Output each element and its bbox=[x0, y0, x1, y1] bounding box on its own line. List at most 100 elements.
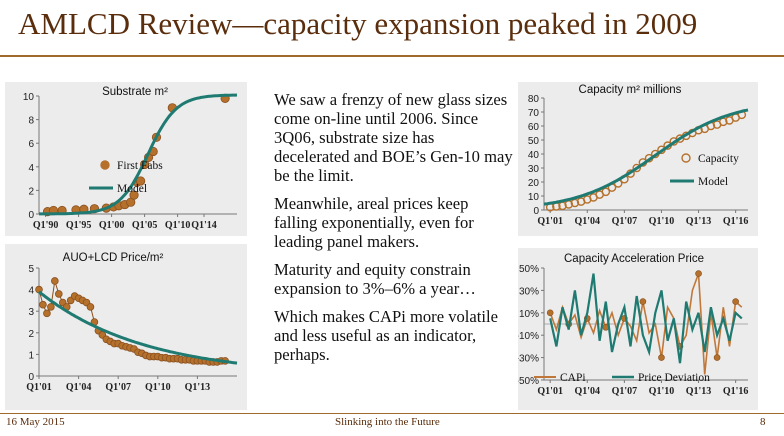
x-tick-label: Q1'10 bbox=[649, 216, 675, 227]
price-chart: AUO+LCD Price/m² 0 1 2 3 4 5 Q1'01 Q1'04 Q1'07 Q1'… bbox=[26, 252, 238, 393]
x-tick-label: Q1'01 bbox=[537, 216, 563, 227]
y-tick-label: 10% bbox=[519, 309, 539, 320]
data-point bbox=[601, 187, 611, 197]
legend-marker bbox=[100, 160, 110, 170]
data-point bbox=[632, 163, 642, 173]
footer-title: Slinking into the Future bbox=[335, 416, 440, 428]
acceleration-chart: Capacity Acceleration Price -50% -30% -10% 1… bbox=[518, 253, 749, 397]
title-rule bbox=[0, 55, 784, 57]
x-tick-label: Q1'00 bbox=[99, 220, 125, 231]
y-tick-label: 20 bbox=[528, 178, 540, 189]
x-tick-label: Q1'07 bbox=[612, 386, 638, 397]
y-tick-label: 0 bbox=[28, 372, 34, 383]
acceleration-chart-panel: Capacity Acceleration Price -50% -30% -10% 1… bbox=[518, 248, 758, 410]
data-point bbox=[136, 176, 146, 186]
series-line bbox=[549, 273, 743, 364]
y-tick-label: -10% bbox=[518, 331, 539, 342]
x-tick-label: Q1'05 bbox=[132, 220, 158, 231]
chart-title: Capacity Acceleration Price bbox=[564, 253, 704, 265]
footer-rule bbox=[0, 413, 784, 414]
paragraph-3: Maturity and equity constrain expansion … bbox=[274, 260, 476, 298]
footer-date: 16 May 2015 bbox=[6, 416, 65, 428]
x-tick-label: Q1'14 bbox=[191, 220, 217, 231]
substrate-chart-panel: Substrate m² 0 2 4 6 8 10 Q1'90 Q1'95 Q1'00 Q1'05 Q… bbox=[5, 82, 247, 236]
data-point bbox=[732, 298, 739, 305]
body-text: We saw a frenzy of new glass sizes come … bbox=[274, 90, 514, 373]
y-tick-label: 5 bbox=[28, 264, 34, 275]
data-point bbox=[639, 298, 647, 305]
x-tick-label: Q1'07 bbox=[612, 216, 638, 227]
x-tick-label: Q1'16 bbox=[723, 386, 749, 397]
chart-title: AUO+LCD Price/m² bbox=[63, 252, 164, 264]
y-tick-label: 50 bbox=[528, 136, 540, 147]
y-tick-label: -30% bbox=[518, 354, 539, 365]
x-tick-label: Q1'16 bbox=[723, 216, 749, 227]
data-point bbox=[658, 354, 665, 361]
x-tick-label: Q1'04 bbox=[574, 386, 600, 397]
footer-page-number: 8 bbox=[760, 416, 766, 428]
legend-label: Capacity bbox=[698, 153, 739, 165]
y-tick-label: 4 bbox=[28, 163, 34, 174]
price-chart-panel: AUO+LCD Price/m² 0 1 2 3 4 5 Q1'01 Q1'04 Q1'07 Q1'… bbox=[5, 244, 247, 410]
y-tick-label: -50% bbox=[518, 376, 539, 387]
data-point bbox=[713, 354, 721, 361]
data-point bbox=[86, 303, 95, 311]
y-tick-label: 1 bbox=[28, 350, 34, 361]
capacity-chart: Capacity m² millions 0 10 20 30 40 50 60 70 80 Q1'… bbox=[528, 84, 749, 227]
y-tick-label: 4 bbox=[28, 286, 34, 297]
data-point bbox=[39, 300, 47, 309]
y-tick-label: 3 bbox=[28, 307, 34, 318]
y-tick-label: 0 bbox=[28, 210, 34, 221]
x-tick-label: Q1'95 bbox=[66, 220, 92, 231]
legend-label: Model bbox=[117, 183, 147, 195]
x-tick-label: Q1'13 bbox=[686, 386, 712, 397]
model-line bbox=[38, 290, 238, 365]
y-tick-label: 0 bbox=[533, 206, 539, 217]
x-tick-label: Q1'04 bbox=[66, 382, 92, 393]
substrate-chart: Substrate m² 0 2 4 6 8 10 Q1'90 Q1'95 Q1'00 Q1'05 Q… bbox=[23, 86, 238, 231]
chart-title: Substrate m² bbox=[102, 86, 168, 98]
x-tick-label: Q1'07 bbox=[105, 382, 131, 393]
data-point bbox=[695, 270, 702, 277]
legend-label: First Fabs bbox=[117, 160, 163, 172]
chart-title: Capacity m² millions bbox=[579, 84, 682, 96]
data-point bbox=[129, 190, 139, 200]
legend-label: CAPi bbox=[560, 372, 586, 384]
paragraph-2: Meanwhile, areal prices keep falling exp… bbox=[274, 194, 474, 251]
y-tick-label: 10 bbox=[23, 92, 35, 103]
y-tick-label: 6 bbox=[28, 139, 34, 150]
x-tick-label: Q1'01 bbox=[26, 382, 52, 393]
y-tick-label: 50% bbox=[519, 264, 539, 275]
data-point bbox=[43, 309, 51, 318]
x-tick-label: Q1'10 bbox=[649, 386, 675, 397]
x-tick-label: Q1'10 bbox=[145, 382, 171, 393]
data-point bbox=[54, 290, 63, 298]
data-point bbox=[51, 277, 59, 285]
y-tick-label: 30 bbox=[528, 164, 540, 175]
y-tick-label: 70 bbox=[528, 108, 540, 119]
x-tick-label: Q1'10 bbox=[165, 220, 191, 231]
x-tick-label: Q1'13 bbox=[185, 382, 211, 393]
data-point bbox=[546, 309, 554, 317]
legend-marker bbox=[681, 153, 691, 163]
y-tick-label: 60 bbox=[528, 122, 540, 133]
model-line bbox=[543, 108, 749, 206]
y-tick-label: 80 bbox=[528, 94, 540, 105]
capacity-chart-panel: Capacity m² millions 0 10 20 30 40 50 60 70 80 Q1'… bbox=[518, 82, 758, 236]
legend-label: Model bbox=[698, 176, 728, 188]
x-tick-label: Q1'04 bbox=[574, 216, 600, 227]
slide-title: AMLCD Review—capacity expansion peaked i… bbox=[18, 6, 698, 41]
y-tick-label: 8 bbox=[28, 116, 34, 127]
x-tick-label: Q1'01 bbox=[537, 386, 563, 397]
y-tick-label: 10 bbox=[528, 192, 540, 203]
y-tick-label: 2 bbox=[28, 329, 34, 340]
legend-label: Price Deviation bbox=[638, 372, 710, 384]
y-tick-label: 40 bbox=[528, 150, 540, 161]
paragraph-1: We saw a frenzy of new glass sizes come … bbox=[274, 90, 513, 185]
model-line bbox=[39, 93, 238, 216]
x-tick-label: Q1'90 bbox=[33, 220, 59, 231]
y-tick-label: 2 bbox=[28, 186, 34, 197]
paragraph-4: Which makes CAPi more volatile and less … bbox=[274, 307, 498, 364]
y-tick-label: 30% bbox=[519, 286, 539, 297]
x-tick-label: Q1'13 bbox=[686, 216, 712, 227]
